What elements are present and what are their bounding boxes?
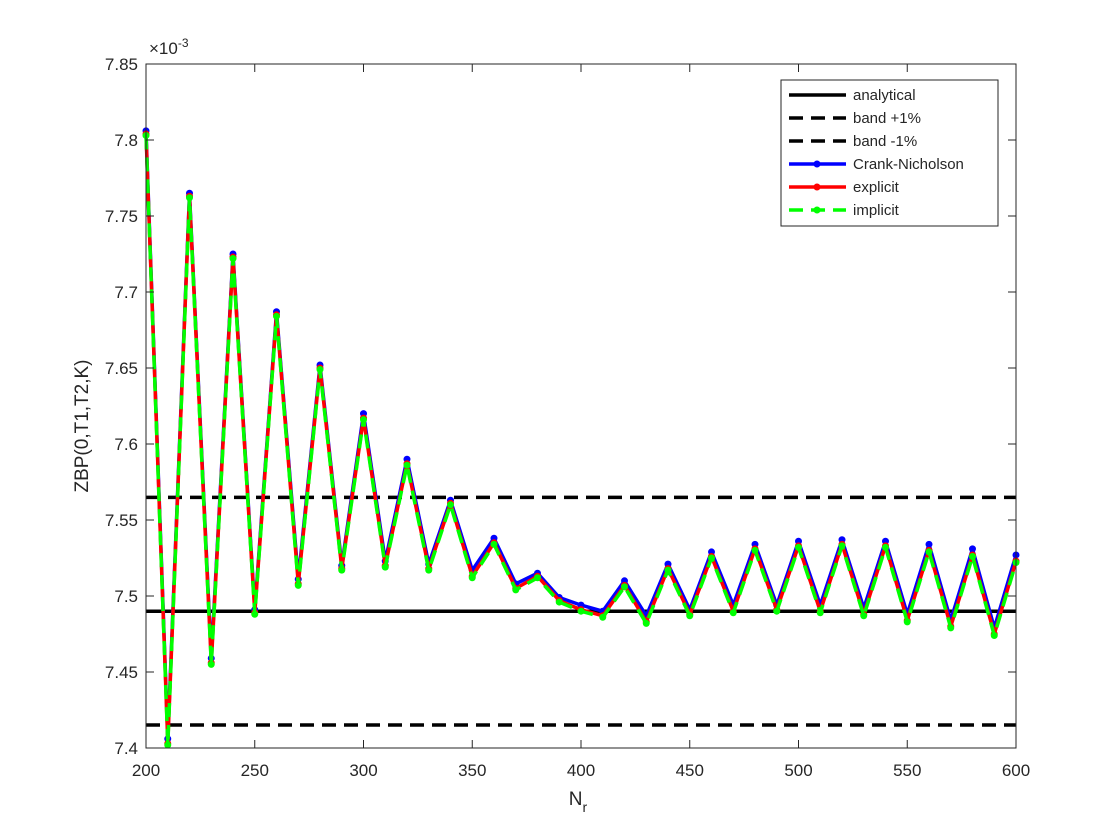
y-tick-label: 7.7 — [114, 283, 138, 302]
y-tick-label: 7.4 — [114, 739, 138, 758]
x-tick-label: 500 — [784, 761, 812, 780]
data-point-implicit — [164, 741, 172, 749]
x-tick-label: 450 — [676, 761, 704, 780]
data-point-implicit — [795, 543, 802, 551]
data-point-implicit — [490, 540, 498, 548]
y-tick-label: 7.85 — [105, 55, 138, 74]
x-axis-label: Nr — [569, 789, 588, 815]
x-tick-label: 600 — [1002, 761, 1030, 780]
data-point-implicit — [751, 546, 759, 554]
data-point-implicit — [621, 583, 628, 591]
data-point-implicit — [947, 624, 955, 632]
data-point-implicit — [729, 609, 737, 617]
axis-ticks: 200 250 300 350 400 450 500 550 600 7.4 7.45 7.5 7.5… — [105, 55, 1030, 780]
y-tick-label: 7.8 — [114, 131, 138, 150]
data-point-implicit — [360, 416, 367, 424]
x-tick-label: 400 — [567, 761, 595, 780]
data-point-implicit — [882, 543, 889, 551]
legend: analytical band +1% band -1% Crank-Nicholso… — [780, 79, 999, 227]
data-point-implicit — [316, 366, 324, 374]
data-point-implicit — [338, 566, 346, 574]
data-point-crank-nicholson — [925, 540, 933, 548]
data-point-crank-nicholson — [969, 545, 976, 553]
legend-marker-crank-nicholson — [813, 160, 821, 168]
data-point-implicit — [686, 612, 694, 620]
data-point-implicit — [903, 618, 911, 626]
y-axis-exponent-label: ×10-3 — [149, 36, 189, 58]
x-tick-label: 250 — [241, 761, 269, 780]
data-point-implicit — [251, 610, 259, 618]
data-point-implicit — [990, 632, 998, 640]
data-point-implicit — [534, 574, 541, 582]
data-point-implicit — [229, 255, 237, 263]
x-tick-label: 300 — [349, 761, 377, 780]
data-point-implicit — [860, 612, 868, 620]
data-point-implicit — [925, 548, 933, 556]
data-point-implicit — [773, 607, 781, 615]
x-tick-label: 550 — [893, 761, 921, 780]
y-tick-label: 7.75 — [105, 207, 138, 226]
legend-label-analytical: analytical — [853, 87, 916, 104]
y-tick-label: 7.65 — [105, 359, 138, 378]
data-point-implicit — [381, 563, 389, 571]
y-tick-label: 7.5 — [114, 587, 138, 606]
legend-label-band-1: band -1% — [853, 133, 917, 150]
data-point-implicit — [642, 619, 650, 627]
data-point-implicit — [294, 581, 302, 589]
data-point-implicit — [599, 613, 607, 621]
data-point-implicit — [512, 586, 520, 594]
data-point-implicit — [186, 194, 193, 202]
x-tick-label: 200 — [132, 761, 160, 780]
legend-label-band-1: band +1% — [853, 110, 921, 127]
legend-box — [780, 79, 999, 227]
legend-marker-implicit — [813, 206, 821, 214]
data-point-implicit — [708, 554, 715, 562]
data-point-implicit — [207, 660, 215, 668]
data-point-implicit — [468, 574, 476, 582]
plot-area — [142, 127, 1020, 749]
y-tick-label: 7.45 — [105, 663, 138, 682]
data-point-implicit — [664, 566, 672, 574]
x-tick-label: 350 — [458, 761, 486, 780]
data-point-implicit — [555, 598, 563, 606]
legend-label-implicit: implicit — [853, 202, 900, 219]
data-point-implicit — [838, 542, 846, 550]
data-point-implicit — [969, 552, 976, 560]
legend-label-crank-nicholson: Crank-Nicholson — [853, 156, 964, 173]
y-tick-label: 7.55 — [105, 511, 138, 530]
data-point-implicit — [816, 609, 824, 617]
y-axis-label: ZBP(0,T1,T2,K) — [72, 359, 93, 492]
legend-label-explicit: explicit — [853, 179, 900, 196]
data-point-implicit — [403, 461, 411, 469]
data-point-implicit — [447, 501, 454, 509]
data-point-implicit — [273, 312, 280, 320]
data-point-implicit — [577, 607, 585, 615]
series-line-implicit — [144, 135, 1018, 747]
y-tick-label: 7.6 — [114, 435, 138, 454]
legend-marker-explicit — [813, 183, 821, 191]
data-point-implicit — [425, 566, 433, 574]
